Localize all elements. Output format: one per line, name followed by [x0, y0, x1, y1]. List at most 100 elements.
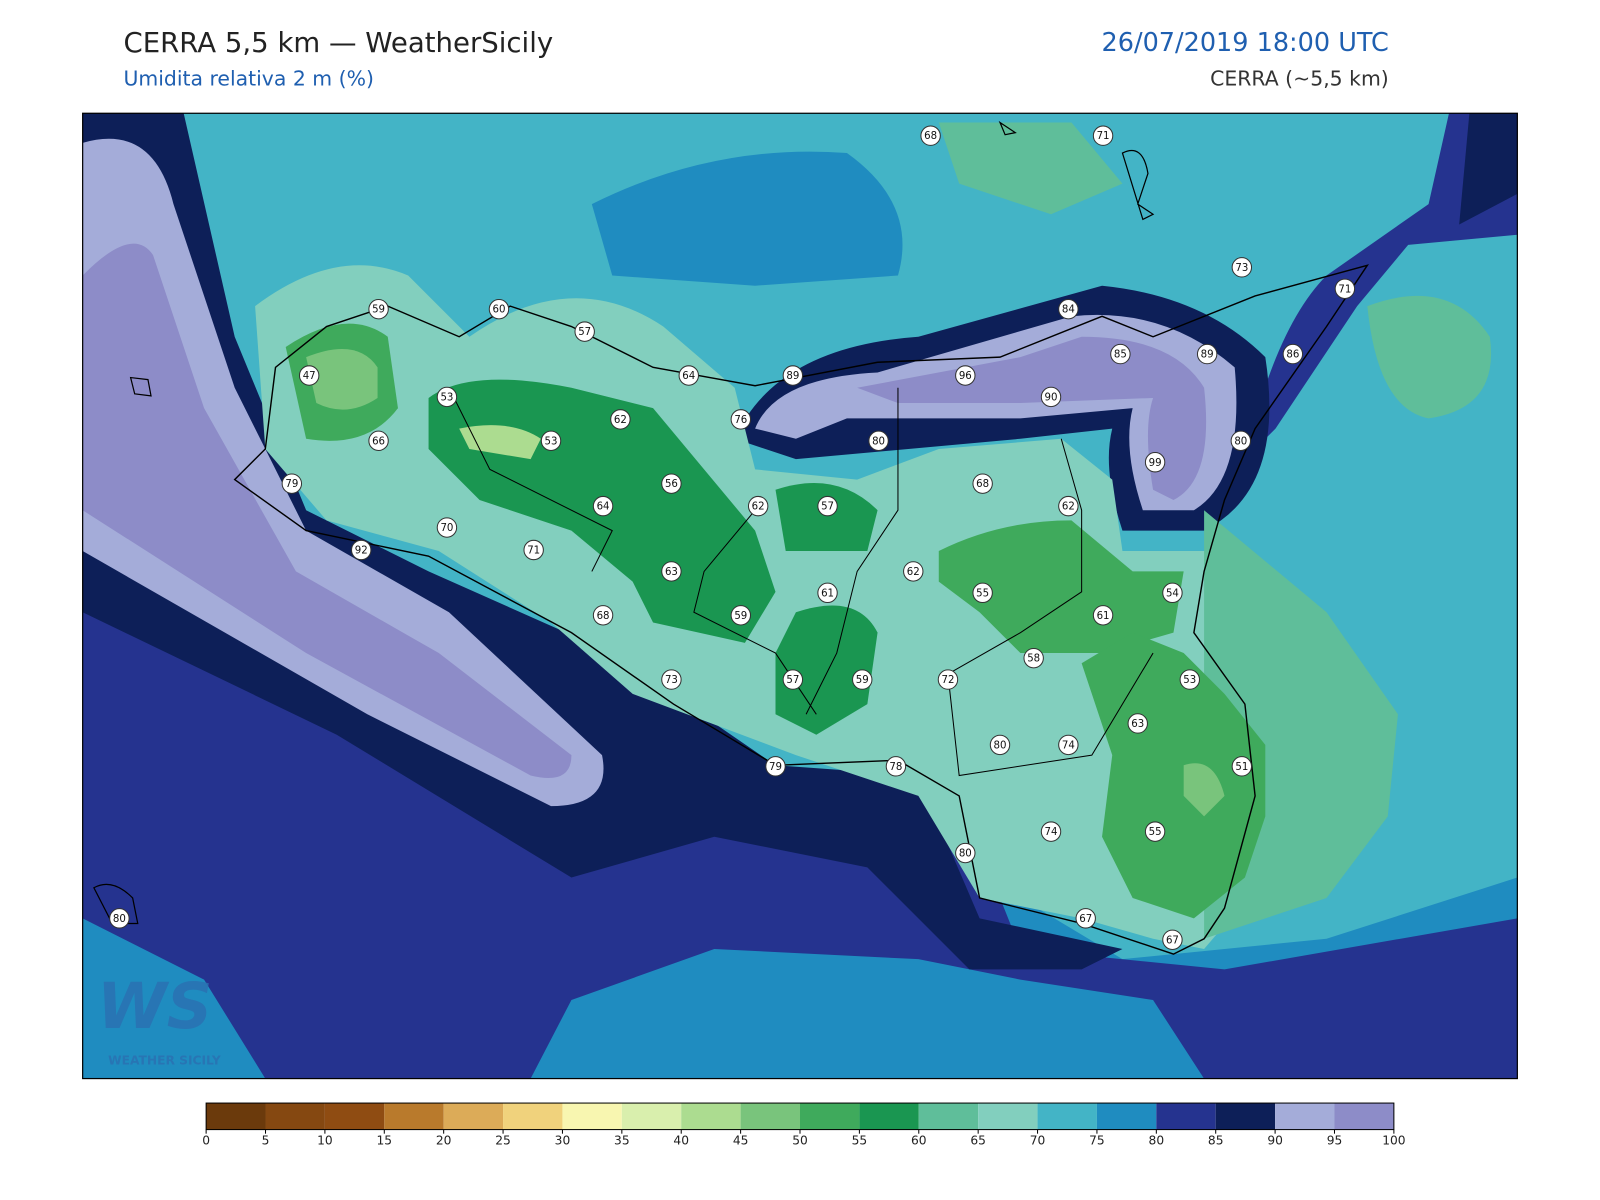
station-value: 53	[545, 436, 558, 447]
station-value: 73	[665, 675, 678, 686]
station-value: 68	[976, 479, 989, 490]
logo: WS	[97, 969, 212, 1043]
station: 90	[1040, 386, 1062, 408]
station: 53	[436, 386, 458, 408]
station: 76	[730, 409, 752, 430]
station-value: 57	[578, 327, 591, 338]
colorbar-tick-label: 45	[733, 1133, 749, 1147]
station-marker	[1075, 908, 1096, 929]
station: 71	[1334, 278, 1356, 299]
station-marker	[1231, 257, 1253, 278]
station-marker	[592, 495, 614, 517]
station-value: 66	[372, 436, 385, 447]
station-value: 47	[303, 371, 316, 382]
station-value: 53	[440, 392, 453, 403]
station-marker	[868, 430, 889, 452]
station-marker	[765, 756, 786, 777]
station: 61	[817, 582, 838, 604]
colorbar-tick-label: 95	[1327, 1133, 1343, 1147]
station-value: 56	[665, 479, 678, 490]
station-value: 63	[665, 567, 678, 578]
station-marker	[368, 298, 389, 320]
station: 84	[1058, 298, 1079, 320]
station-value: 74	[1062, 740, 1075, 751]
colorbar-cell	[324, 1103, 385, 1130]
station-marker	[955, 365, 976, 386]
colorbar-tick-label: 60	[911, 1133, 927, 1147]
model-label: CERRA (~5,5 km)	[1210, 67, 1389, 91]
station-marker	[937, 669, 959, 690]
station-value: 59	[372, 305, 385, 316]
station: 53	[540, 430, 562, 452]
subtitle: Umidita relativa 2 m (%)	[123, 67, 373, 91]
station-marker	[592, 605, 614, 626]
station: 64	[592, 495, 614, 517]
station-value: 68	[597, 611, 610, 622]
station-value: 73	[1235, 263, 1248, 274]
colorbar-tick-label: 90	[1267, 1133, 1283, 1147]
station-value: 53	[1183, 675, 1196, 686]
station: 62	[903, 561, 924, 582]
colorbar-cell	[1275, 1103, 1335, 1130]
station-marker	[281, 473, 303, 494]
station-marker	[852, 669, 873, 690]
station-value: 62	[907, 567, 920, 578]
colorbar-cell	[621, 1103, 682, 1130]
station: 59	[730, 605, 752, 626]
station: 80	[868, 430, 889, 452]
title: CERRA 5,5 km — WeatherSicily	[123, 27, 553, 59]
colorbar-cell	[1334, 1103, 1394, 1130]
station-value: 74	[1045, 827, 1058, 838]
colorbar-cell	[265, 1103, 325, 1130]
colorbar-tick-label: 25	[495, 1133, 511, 1147]
colorbar-cell	[681, 1103, 741, 1130]
station: 60	[488, 298, 510, 320]
colorbar-cell	[1156, 1103, 1216, 1130]
colorbar-cell	[859, 1103, 919, 1130]
station-value: 71	[527, 546, 540, 557]
station-value: 89	[786, 371, 799, 382]
station-marker	[903, 561, 924, 582]
station: 96	[955, 365, 976, 386]
colorbar-cell	[1037, 1103, 1097, 1130]
station-marker	[885, 756, 907, 777]
colorbar-cell	[1215, 1103, 1276, 1130]
station-marker	[661, 561, 682, 582]
colorbar-tick-label: 30	[555, 1133, 571, 1147]
station-value: 67	[1166, 935, 1179, 946]
station: 80	[1230, 430, 1252, 452]
station-value: 90	[1045, 392, 1058, 403]
station-value: 85	[1114, 350, 1127, 361]
station: 80	[109, 908, 130, 929]
station-marker	[368, 430, 389, 452]
station: 64	[678, 365, 699, 386]
station-marker	[109, 908, 130, 929]
station-marker	[540, 430, 562, 452]
station-value: 61	[821, 588, 834, 599]
station-marker	[661, 473, 682, 494]
station-value: 80	[994, 740, 1007, 751]
station: 63	[1127, 713, 1148, 734]
station: 67	[1162, 929, 1183, 950]
colorbar-tick-label: 80	[1149, 1133, 1165, 1147]
station-value: 80	[113, 914, 126, 925]
station-value: 62	[1062, 502, 1075, 513]
colorbar-cell	[1096, 1103, 1157, 1130]
station-marker	[1162, 929, 1183, 950]
station: 53	[1179, 669, 1200, 690]
station-value: 63	[1131, 719, 1144, 730]
station: 85	[1110, 343, 1131, 365]
station: 79	[281, 473, 303, 494]
colorbar-tick-label: 35	[614, 1133, 630, 1147]
colorbar-tick-label: 20	[436, 1133, 452, 1147]
station-value: 89	[1201, 350, 1214, 361]
station-value: 76	[734, 415, 747, 426]
station-marker	[817, 582, 838, 604]
station-marker	[1144, 821, 1166, 842]
station-marker	[782, 669, 804, 690]
station-value: 54	[1166, 588, 1179, 599]
station-marker	[1040, 821, 1062, 842]
station-value: 55	[976, 588, 989, 599]
colorbar-tick-label: 5	[262, 1133, 270, 1147]
